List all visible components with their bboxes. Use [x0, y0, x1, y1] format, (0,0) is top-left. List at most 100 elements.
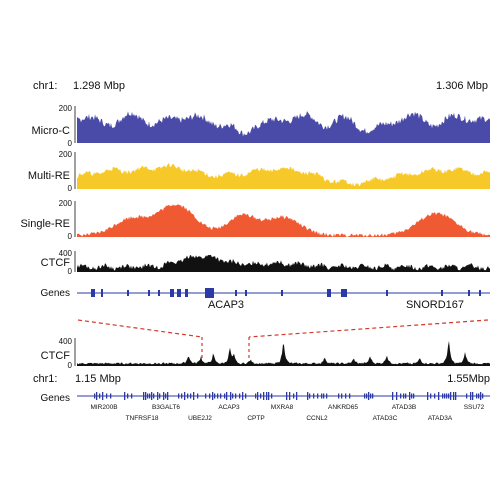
exon-block — [470, 392, 472, 400]
exon-block — [235, 393, 237, 399]
exon-block — [327, 289, 331, 297]
micro-c-label: Micro-C — [32, 125, 71, 137]
exon-block — [143, 392, 145, 400]
ctcf-top-ymax: 400 — [59, 249, 73, 258]
exon-block — [479, 290, 481, 296]
gene-label-cptp: CPTP — [247, 415, 264, 422]
exon-block — [185, 289, 188, 297]
exon-block — [131, 393, 133, 399]
multi-re-ymax: 200 — [59, 150, 73, 159]
exon-block — [184, 392, 186, 400]
exon-block — [151, 392, 153, 400]
exon-block — [239, 393, 241, 399]
gene-label-acap3-bottom: ACAP3 — [218, 404, 240, 411]
exon-block — [217, 393, 219, 399]
exon-block — [190, 393, 192, 399]
genes-top-track — [77, 288, 490, 298]
exon-block — [293, 393, 295, 399]
gene-label-atad3b: ATAD3B — [392, 404, 416, 411]
exon-block — [413, 393, 415, 399]
ctcf-top-ymin: 0 — [68, 267, 73, 276]
exon-block — [145, 392, 147, 400]
exon-block — [266, 392, 268, 400]
exon-block — [392, 392, 394, 400]
exon-block — [159, 393, 161, 399]
exon-block — [468, 290, 470, 296]
exon-block — [148, 290, 150, 296]
exon-block — [245, 290, 247, 296]
exon-block — [434, 393, 436, 399]
exon-block — [411, 393, 413, 399]
exon-block — [403, 393, 405, 399]
exon-block — [296, 392, 298, 400]
exon-block — [94, 393, 96, 399]
exon-block — [96, 392, 98, 400]
exon-block — [232, 393, 234, 399]
gene-label-ssu72: SSU72 — [464, 404, 485, 411]
ctcf-top-label: CTCF — [41, 257, 71, 269]
exon-block — [281, 290, 283, 296]
exon-block — [370, 393, 372, 399]
exon-block — [430, 393, 432, 399]
exon-block — [400, 393, 402, 399]
top-end-coord: 1.306 Mbp — [436, 80, 488, 92]
bottom-end-coord: 1.55Mbp — [447, 373, 490, 385]
exon-block — [214, 393, 216, 399]
genes-bottom-label: Genes — [41, 393, 70, 404]
exon-block — [427, 392, 429, 400]
exon-block — [455, 392, 457, 400]
exon-block — [338, 393, 340, 399]
exon-block — [405, 393, 407, 399]
gene-label-atad3c: ATAD3C — [373, 415, 398, 422]
top-start-coord: 1.298 Mbp — [73, 80, 125, 92]
exon-block — [368, 392, 370, 400]
exon-block — [167, 392, 169, 400]
ctcf-top-signal — [77, 254, 490, 272]
single-re-label: Single-RE — [20, 218, 70, 230]
exon-block — [438, 392, 440, 400]
gene-label-atad3a: ATAD3A — [428, 415, 453, 422]
exon-block — [163, 392, 165, 400]
multi-re-signal — [77, 162, 490, 189]
exon-block — [106, 393, 108, 399]
exon-block — [309, 393, 311, 399]
gene-label-snord167: SNORD167 — [406, 299, 464, 311]
exon-block — [271, 393, 273, 399]
gene-label-ankrd65: ANKRD65 — [328, 404, 358, 411]
exon-block — [349, 393, 351, 399]
exon-block — [396, 392, 398, 400]
exon-block — [446, 393, 448, 399]
exon-block — [181, 393, 183, 399]
exon-block — [472, 392, 474, 400]
exon-block — [372, 393, 374, 399]
exon-block — [255, 393, 257, 399]
exon-block — [466, 393, 468, 399]
single-re-signal — [77, 204, 490, 237]
gene-label-ube2j2: UBE2J2 — [188, 415, 212, 422]
exon-block — [482, 393, 484, 399]
gene-label-b3galt6: B3GALT6 — [152, 404, 180, 411]
exon-block — [205, 393, 207, 399]
micro-c-signal — [77, 111, 490, 143]
exon-block — [444, 393, 446, 399]
exon-block — [91, 289, 95, 297]
zoom-line-left — [77, 319, 203, 338]
exon-block — [366, 393, 368, 399]
micro-c-ymin: 0 — [68, 139, 73, 148]
exon-block — [364, 393, 366, 399]
ctcf-bottom-signal — [77, 340, 490, 366]
genes-bottom-track — [77, 392, 490, 400]
exon-block — [157, 392, 159, 400]
exon-block — [313, 393, 315, 399]
exon-block — [317, 393, 319, 399]
gene-label-acap3: ACAP3 — [208, 299, 244, 311]
multi-re-ymin: 0 — [68, 184, 73, 193]
exon-block — [187, 393, 189, 399]
exon-block — [153, 393, 155, 399]
exon-block — [178, 393, 180, 399]
exon-block — [147, 393, 149, 399]
exon-block — [307, 392, 309, 400]
exon-block — [345, 393, 347, 399]
micro-c-ymax: 200 — [59, 104, 73, 113]
